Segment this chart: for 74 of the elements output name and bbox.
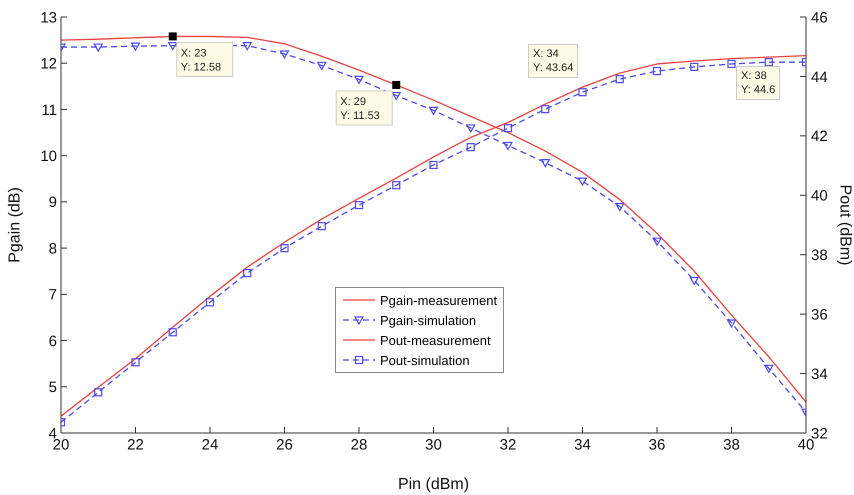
point xyxy=(652,66,662,76)
y-tick-label: 10 xyxy=(40,148,57,165)
point xyxy=(392,92,401,100)
point xyxy=(504,124,512,132)
point xyxy=(764,58,773,66)
point xyxy=(354,76,364,84)
y-tick-label: 6 xyxy=(48,332,57,350)
legend-label: Pout-simulation xyxy=(380,352,470,368)
point xyxy=(168,328,177,336)
point xyxy=(280,50,290,59)
y-axis-title: Pgain (dB) xyxy=(6,187,24,263)
x-tick-label: 22 xyxy=(127,436,144,454)
point xyxy=(392,181,400,190)
point xyxy=(615,202,624,212)
point xyxy=(280,244,289,252)
point xyxy=(130,42,140,51)
x-tick-label: 20 xyxy=(52,436,70,454)
point xyxy=(652,238,662,246)
point xyxy=(541,105,550,114)
y2-tick-label: 34 xyxy=(811,366,828,383)
x-tick-label: 34 xyxy=(574,436,591,454)
y-tick-label: 9 xyxy=(48,194,57,212)
point xyxy=(540,159,550,168)
x-tick-label: 38 xyxy=(723,436,740,454)
y-tick-label: 5 xyxy=(48,379,57,396)
point xyxy=(242,42,252,50)
point xyxy=(94,43,103,52)
point xyxy=(318,222,326,230)
y2-tick-label: 42 xyxy=(811,128,828,146)
point xyxy=(243,269,252,278)
point xyxy=(578,88,587,96)
x-tick-label: 36 xyxy=(648,436,666,454)
point xyxy=(727,60,736,68)
point xyxy=(466,124,476,133)
y2-tick-label: 46 xyxy=(811,9,828,26)
y-tick-label: 7 xyxy=(48,286,57,304)
y-tick-label: 12 xyxy=(40,56,57,73)
point xyxy=(578,177,588,186)
annotation: X: 34 Y: 43.64 xyxy=(533,47,574,75)
point xyxy=(503,142,513,150)
y-tick-label: 11 xyxy=(41,102,57,119)
annotation: X: 29 Y: 11.53 xyxy=(340,96,380,122)
point xyxy=(764,364,774,373)
y2-tick-label: 38 xyxy=(811,247,828,264)
y2-tick-label: 44 xyxy=(811,68,828,86)
point xyxy=(726,319,736,328)
point xyxy=(429,160,438,170)
annotation: X: 38 Y: 44.6 xyxy=(741,69,776,97)
point xyxy=(690,276,699,286)
x-tick-label: 30 xyxy=(425,436,442,454)
legend-label: Pgain-simulation xyxy=(380,312,476,328)
point xyxy=(94,388,102,396)
y2-tick-label: 40 xyxy=(811,188,828,205)
point xyxy=(428,106,438,115)
point xyxy=(466,143,475,152)
annotation: X: 23 Y: 12.58 xyxy=(180,47,222,74)
point xyxy=(206,298,214,306)
y2-tick-label: 36 xyxy=(811,306,828,324)
point xyxy=(168,42,178,50)
y-tick-label: 8 xyxy=(48,240,57,258)
x-axis-title: Pin (dBm) xyxy=(398,476,470,493)
x-tick-label: 28 xyxy=(350,436,368,454)
point xyxy=(616,75,624,84)
y2-axis-title: Pout (dBm) xyxy=(836,184,854,266)
point xyxy=(690,62,698,72)
point xyxy=(354,200,364,210)
legend-label: Pgain-measurement xyxy=(380,292,498,308)
x-tick-label: 26 xyxy=(276,436,293,454)
legend-label: Pout-measurement xyxy=(380,332,491,348)
point xyxy=(131,358,140,366)
point xyxy=(317,62,326,70)
x-tick-label: 24 xyxy=(202,436,218,454)
y-tick-label: 13 xyxy=(40,9,57,26)
x-tick-label: 32 xyxy=(500,436,516,454)
